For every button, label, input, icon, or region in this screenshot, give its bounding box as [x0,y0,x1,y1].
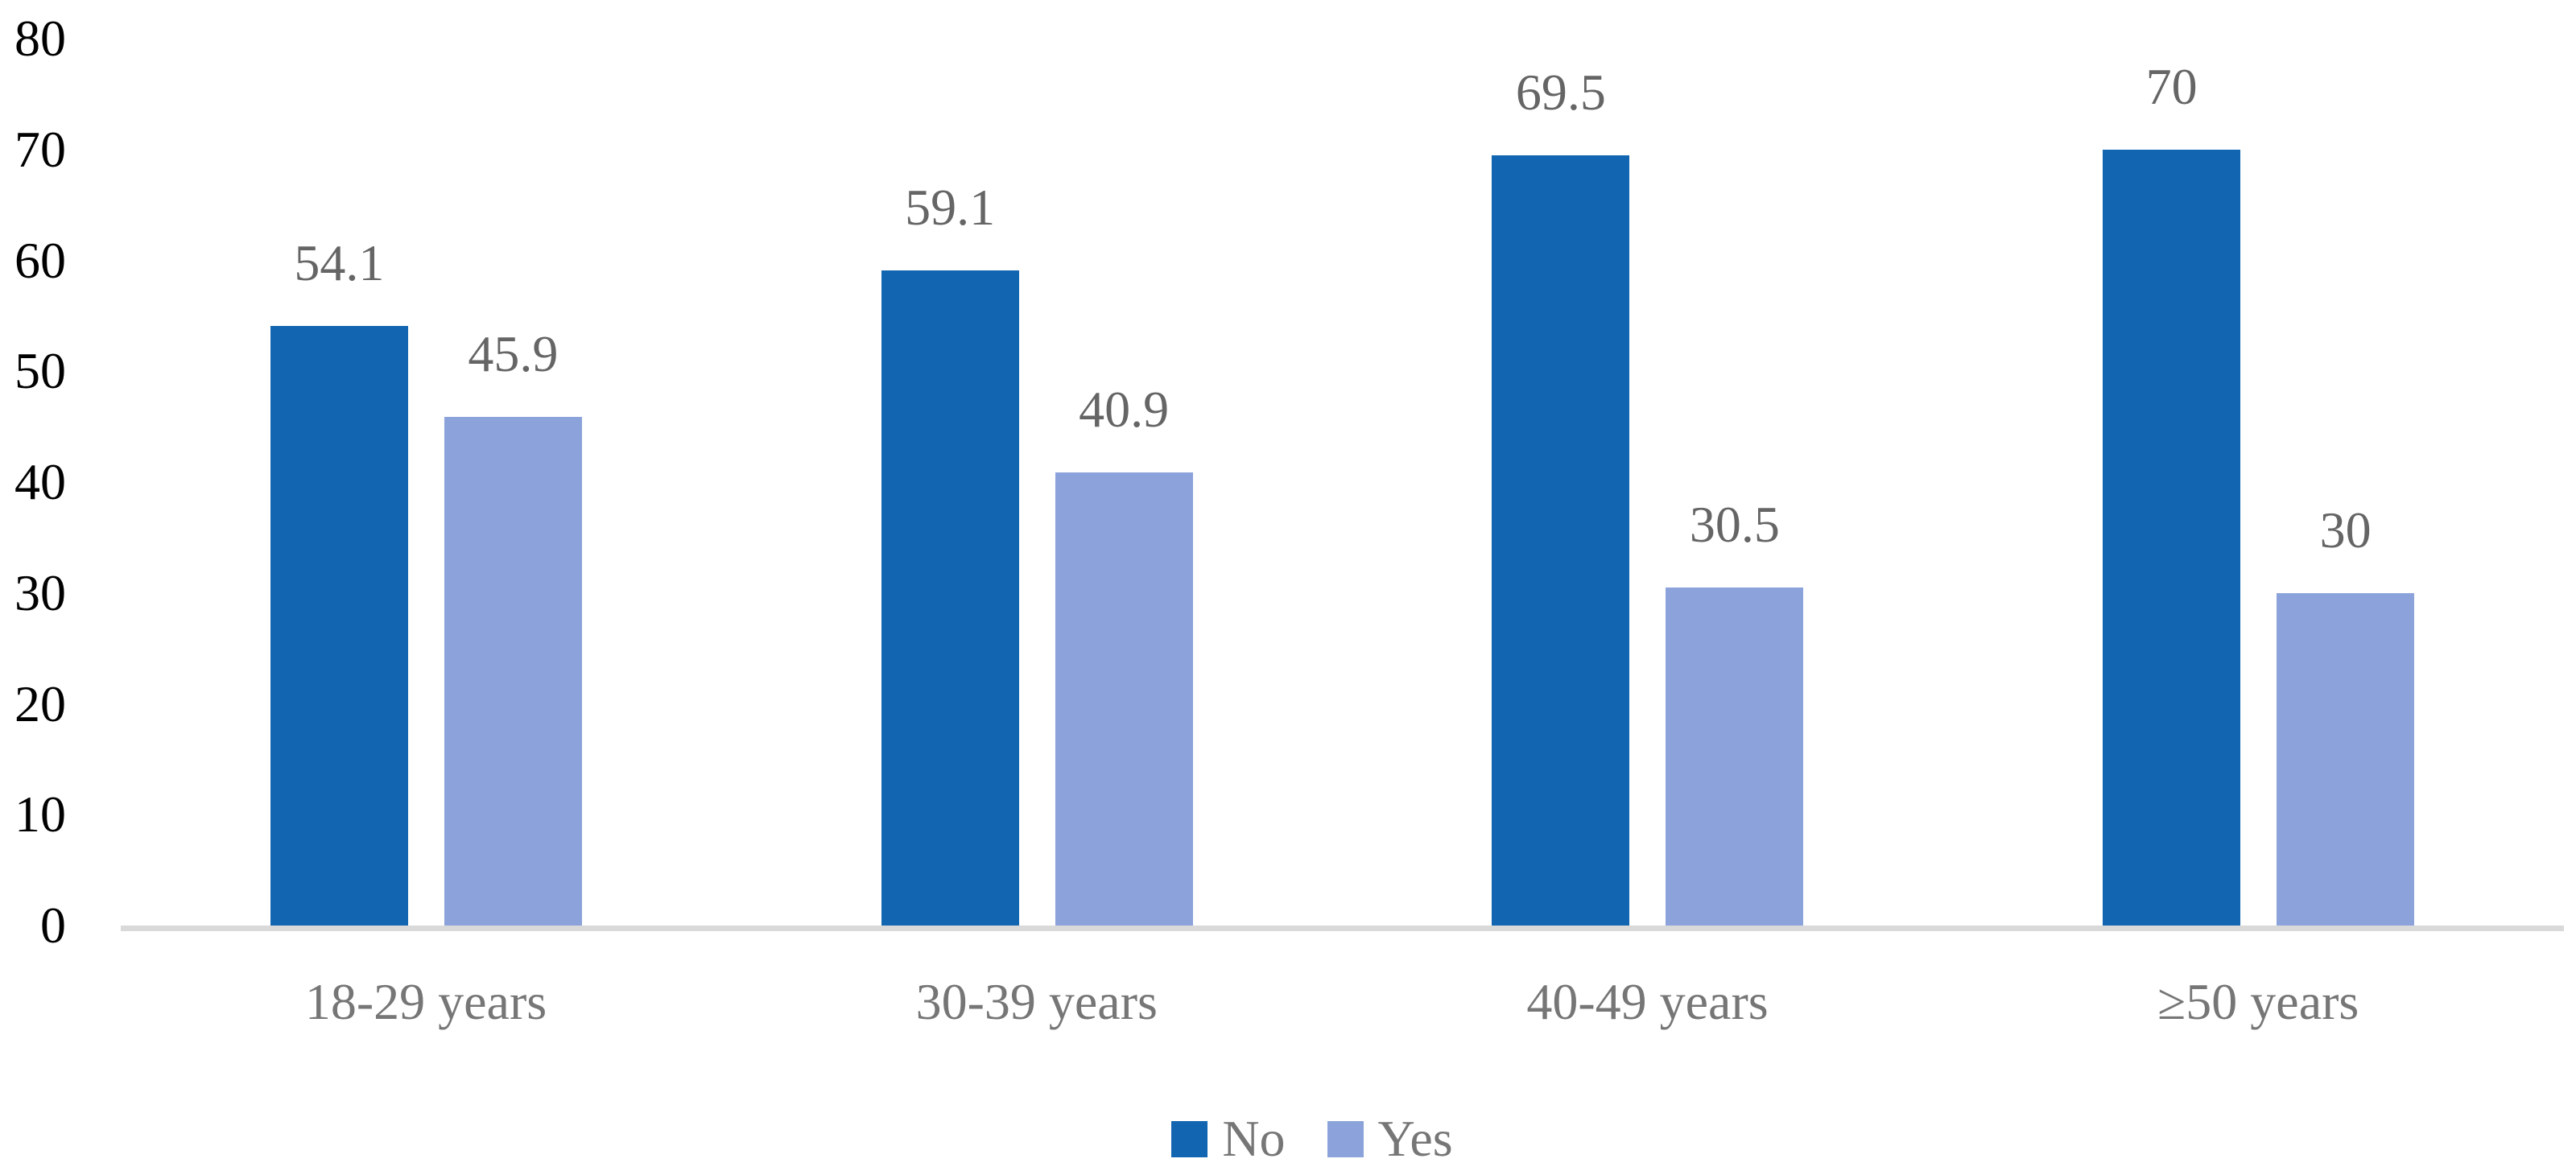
legend-item-no: No [1171,1110,1286,1167]
bar-value-label: 70 [2145,57,2198,115]
bar-value-label: 45.9 [468,324,559,382]
x-category-label: 40-49 years [1526,973,1769,1030]
bar-value-label: 30 [2319,501,2372,559]
bar-no-group3 [1492,155,1630,926]
y-tick-label: 30 [14,563,66,621]
y-tick-label: 80 [14,10,66,67]
legend-swatch-yes [1327,1120,1364,1157]
legend-item-yes: Yes [1327,1112,1453,1165]
bar-no-group1 [270,325,408,926]
bar-value-label: 54.1 [294,233,385,291]
y-tick-label: 0 [40,897,66,954]
bar-yes-group4 [2277,592,2415,926]
bar-value-label: 59.1 [905,178,996,236]
bar-value-label: 30.5 [1689,495,1780,553]
y-tick-label: 10 [14,785,66,843]
bar-value-label: 69.5 [1515,63,1606,121]
legend: No Yes [24,1112,2576,1165]
bar-no-group4 [2103,149,2241,926]
y-tick-label: 20 [14,674,66,732]
legend-label-yes: Yes [1377,1110,1453,1167]
legend-swatch-no [1171,1120,1208,1157]
bar-value-label: 40.9 [1079,380,1170,438]
y-tick-label: 50 [14,342,66,400]
bar-yes-group3 [1666,587,1804,926]
x-category-label: 18-29 years [304,973,547,1030]
bar-no-group2 [881,270,1019,926]
y-tick-label: 40 [14,453,66,510]
x-category-label: 30-39 years [915,973,1158,1030]
x-category-label: ≥50 years [2157,973,2359,1030]
bar-yes-group1 [444,416,582,926]
y-tick-label: 70 [14,120,66,178]
bar-yes-group2 [1055,472,1193,926]
x-axis-line [121,926,2564,931]
y-tick-label: 60 [14,231,66,289]
legend-label-no: No [1222,1110,1286,1167]
